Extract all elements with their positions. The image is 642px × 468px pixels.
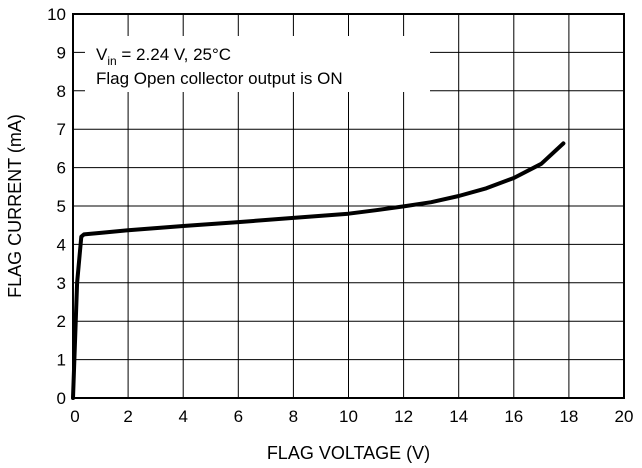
x-tick-label: 2 xyxy=(123,407,132,426)
y-tick-label: 5 xyxy=(57,197,66,216)
annotation-line-1: Vin = 2.24 V, 25°C xyxy=(96,45,231,68)
annotation-line-2: Flag Open collector output is ON xyxy=(96,69,343,88)
annotation-v: V xyxy=(96,45,108,64)
x-tick-label: 16 xyxy=(504,407,523,426)
y-tick-label: 2 xyxy=(57,312,66,331)
y-tick-label: 1 xyxy=(57,351,66,370)
plot-frame xyxy=(72,13,625,399)
y-tick-label: 4 xyxy=(57,235,66,254)
x-tick-label: 4 xyxy=(178,407,187,426)
annotation-subscript: in xyxy=(107,54,116,68)
annotation-condition: = 2.24 V, 25°C xyxy=(117,45,231,64)
y-tick-label: 10 xyxy=(47,5,66,24)
y-tick-label: 7 xyxy=(57,120,66,139)
y-tick-label: 0 xyxy=(57,389,66,408)
y-axis-title: FLAG CURRENT (mA) xyxy=(5,114,25,298)
annotation-background xyxy=(85,36,430,92)
y-tick-label: 3 xyxy=(57,274,66,293)
y-tick-label: 9 xyxy=(57,43,66,62)
x-axis-title: FLAG VOLTAGE (V) xyxy=(267,443,430,463)
x-tick-label: 12 xyxy=(394,407,413,426)
x-tick-label: 0 xyxy=(70,407,79,426)
x-tick-label: 14 xyxy=(449,407,468,426)
x-tick-label: 18 xyxy=(559,407,578,426)
x-tick-label: 6 xyxy=(234,407,243,426)
series-line xyxy=(71,141,566,400)
y-tick-label: 8 xyxy=(57,82,66,101)
x-tick-label: 10 xyxy=(339,407,358,426)
x-tick-label: 20 xyxy=(615,407,634,426)
y-tick-label: 6 xyxy=(57,159,66,178)
x-tick-label: 8 xyxy=(289,407,298,426)
